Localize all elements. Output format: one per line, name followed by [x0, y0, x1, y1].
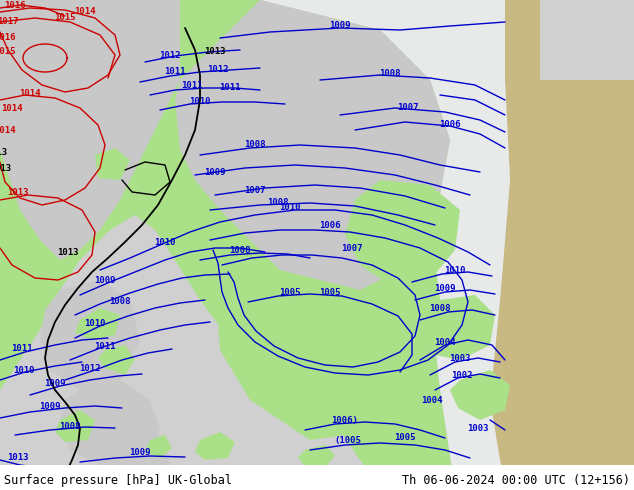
- Text: 1008: 1008: [268, 197, 288, 206]
- Text: 1010: 1010: [190, 97, 210, 105]
- Text: 1008: 1008: [379, 69, 401, 77]
- Text: 1003: 1003: [450, 353, 471, 363]
- Text: 1006): 1006): [332, 416, 358, 424]
- Polygon shape: [490, 0, 634, 490]
- Polygon shape: [0, 465, 634, 490]
- Text: 1008: 1008: [244, 140, 266, 148]
- Text: Th 06-06-2024 00:00 UTC (12+156): Th 06-06-2024 00:00 UTC (12+156): [402, 473, 630, 487]
- Polygon shape: [40, 280, 140, 390]
- Text: 1004: 1004: [434, 338, 456, 346]
- Polygon shape: [420, 295, 495, 360]
- Polygon shape: [215, 170, 440, 440]
- Polygon shape: [75, 308, 120, 340]
- Text: 1009: 1009: [39, 401, 61, 411]
- Text: 1014: 1014: [0, 125, 16, 134]
- Text: 1004: 1004: [421, 395, 443, 405]
- Text: 013: 013: [0, 147, 8, 156]
- Text: 1002: 1002: [451, 370, 473, 379]
- Text: 1014: 1014: [19, 89, 41, 98]
- Text: 1006: 1006: [320, 220, 340, 229]
- Text: 013: 013: [0, 164, 12, 172]
- Text: 1011: 1011: [94, 342, 116, 350]
- Text: 1017: 1017: [0, 18, 19, 26]
- Text: 1005: 1005: [320, 288, 340, 296]
- Text: 1010: 1010: [13, 366, 35, 374]
- Polygon shape: [540, 0, 634, 80]
- Polygon shape: [195, 432, 235, 460]
- Polygon shape: [90, 420, 170, 475]
- Polygon shape: [295, 405, 345, 438]
- Polygon shape: [55, 410, 95, 442]
- Polygon shape: [60, 380, 160, 465]
- Text: 1010: 1010: [444, 266, 466, 274]
- Text: 1012: 1012: [79, 364, 101, 372]
- Polygon shape: [175, 0, 450, 290]
- Text: 1007: 1007: [244, 186, 266, 195]
- Text: 1008: 1008: [429, 303, 451, 313]
- Text: 1008: 1008: [109, 296, 131, 305]
- Polygon shape: [345, 380, 425, 430]
- Text: 1008: 1008: [59, 421, 81, 431]
- Text: 1008: 1008: [230, 245, 251, 254]
- Text: 1009: 1009: [204, 168, 226, 176]
- Text: 1014: 1014: [74, 7, 96, 17]
- Polygon shape: [0, 0, 455, 490]
- Text: 1013: 1013: [204, 48, 226, 56]
- Text: (1005: (1005: [335, 436, 361, 444]
- Polygon shape: [180, 0, 510, 490]
- Text: 1003: 1003: [467, 423, 489, 433]
- Text: 1015: 1015: [55, 14, 75, 23]
- Text: 1010: 1010: [84, 318, 106, 327]
- Text: 1010: 1010: [154, 238, 176, 246]
- Polygon shape: [98, 345, 135, 375]
- Polygon shape: [0, 0, 180, 260]
- Text: 1016: 1016: [0, 33, 16, 43]
- Polygon shape: [298, 445, 335, 468]
- Text: 1005: 1005: [394, 433, 416, 441]
- Text: 1011: 1011: [181, 81, 203, 91]
- Text: 1012: 1012: [207, 66, 229, 74]
- Text: 1005: 1005: [279, 288, 301, 296]
- Text: 1006: 1006: [439, 120, 461, 128]
- Text: 1009: 1009: [94, 275, 116, 285]
- Polygon shape: [145, 435, 172, 458]
- Text: 1010: 1010: [279, 202, 301, 212]
- Text: 1007: 1007: [398, 102, 418, 112]
- Text: 1011: 1011: [164, 68, 186, 76]
- Polygon shape: [345, 180, 460, 285]
- Polygon shape: [95, 148, 130, 180]
- Text: 1012: 1012: [159, 50, 181, 59]
- Text: 1007: 1007: [341, 244, 363, 252]
- Text: 1013: 1013: [57, 247, 79, 256]
- Text: 1016: 1016: [4, 1, 26, 10]
- Text: 1011: 1011: [11, 343, 33, 352]
- Text: 1014: 1014: [1, 103, 23, 113]
- Text: 1013: 1013: [7, 188, 29, 196]
- Text: 1011: 1011: [219, 83, 241, 93]
- Text: 1009: 1009: [44, 378, 66, 388]
- Text: 1009: 1009: [329, 21, 351, 29]
- Text: Surface pressure [hPa] UK-Global: Surface pressure [hPa] UK-Global: [4, 473, 232, 487]
- Text: 1015: 1015: [0, 48, 16, 56]
- Text: 1009: 1009: [129, 447, 151, 457]
- Polygon shape: [450, 370, 510, 420]
- Text: 1013: 1013: [7, 452, 29, 462]
- Text: 1009: 1009: [434, 284, 456, 293]
